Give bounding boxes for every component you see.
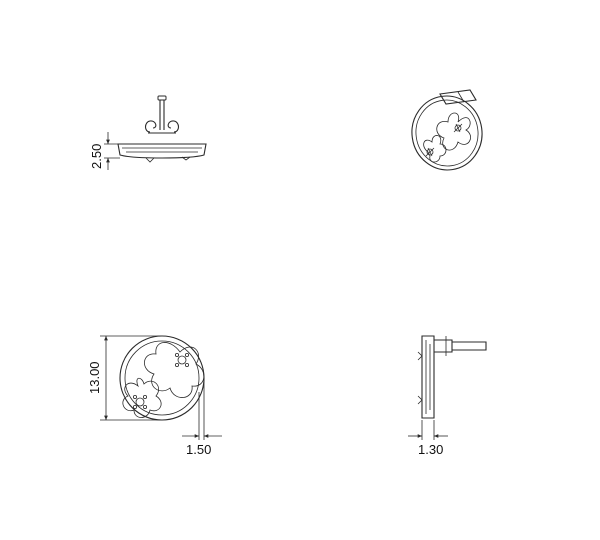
front-view: 13.00 1.50: [87, 335, 222, 457]
dim-front-offset: 1.50: [186, 442, 211, 457]
dim-front-diameter: 13.00: [87, 361, 102, 394]
dim-side-height: 2.50: [89, 144, 104, 169]
perspective-view: [411, 89, 483, 171]
side-view: 2.50: [89, 95, 207, 170]
gem-large: [174, 352, 189, 367]
gem-small: [132, 394, 147, 409]
dim-profile-thickness: 1.30: [418, 442, 443, 457]
profile-view: 1.30: [408, 335, 487, 457]
